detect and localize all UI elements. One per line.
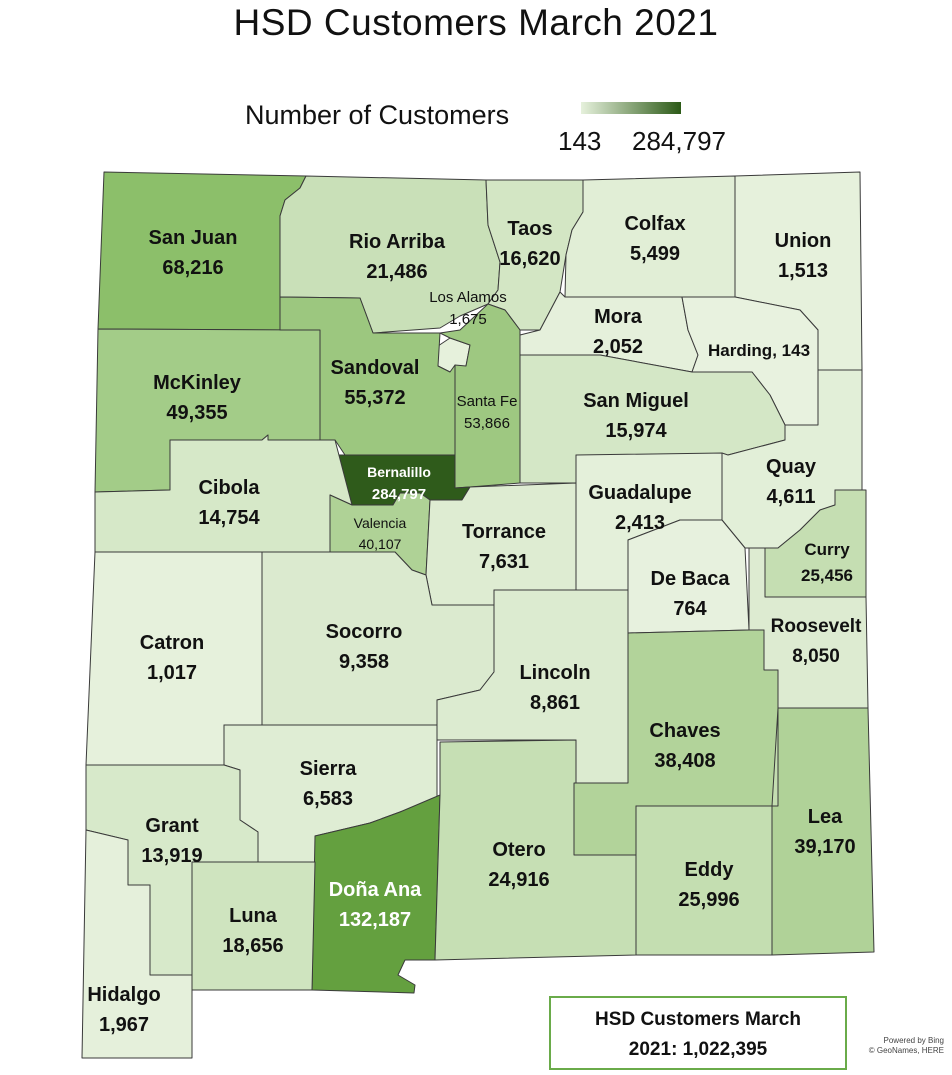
- label-sandoval-name: Sandoval: [331, 357, 420, 379]
- label-valencia-name: Valencia: [354, 515, 407, 531]
- label-mckinley-name: McKinley: [153, 372, 242, 394]
- label-grant-name: Grant: [145, 815, 199, 837]
- label-union-value: 1,513: [778, 260, 828, 282]
- county-san-juan[interactable]: [97, 171, 307, 331]
- label-hidalgo-value: 1,967: [99, 1014, 149, 1036]
- county-otero[interactable]: [434, 739, 637, 961]
- label-sierra-value: 6,583: [303, 788, 353, 810]
- county-luna[interactable]: [191, 861, 316, 991]
- label-eddy-value: 25,996: [678, 889, 739, 911]
- label-catron-value: 1,017: [147, 662, 197, 684]
- label-rio-arriba-value: 21,486: [366, 261, 427, 283]
- label-mckinley-value: 49,355: [166, 402, 227, 424]
- label-los-alamos-value: 1,675: [449, 311, 487, 328]
- label-san-miguel-name: San Miguel: [583, 390, 689, 412]
- label-quay-value: 4,611: [767, 486, 816, 508]
- label-socorro-value: 9,358: [339, 651, 389, 673]
- label-torrance-value: 7,631: [479, 551, 529, 573]
- label-otero-value: 24,916: [488, 869, 549, 891]
- label-harding-value: 143: [782, 341, 810, 360]
- label-socorro-name: Socorro: [326, 621, 403, 643]
- label-de-baca-name: De Baca: [651, 568, 731, 590]
- total-line-2: 2021: 1,022,395: [628, 1039, 768, 1060]
- county-shapes: [81, 171, 875, 1059]
- label-curry-name: Curry: [804, 540, 850, 559]
- county-dona-ana[interactable]: [311, 794, 441, 994]
- label-sierra-name: Sierra: [300, 758, 358, 780]
- label-rio-arriba-name: Rio Arriba: [349, 231, 446, 253]
- label-cibola-name: Cibola: [198, 477, 260, 499]
- credit-line-1: Powered by Bing: [883, 1036, 944, 1045]
- label-cibola-value: 14,754: [198, 507, 260, 529]
- label-san-miguel-value: 15,974: [605, 420, 667, 442]
- label-lincoln-value: 8,861: [530, 692, 580, 714]
- label-catron-name: Catron: [140, 632, 204, 654]
- county-labels: San Juan 68,216 Rio Arriba 21,486 Taos 1…: [87, 213, 862, 1036]
- county-colfax[interactable]: [564, 175, 736, 298]
- label-valencia-value: 40,107: [359, 536, 402, 552]
- label-lea-name: Lea: [808, 806, 843, 828]
- label-taos-value: 16,620: [499, 248, 560, 270]
- label-bernalillo-name: Bernalillo: [367, 464, 431, 480]
- label-lea-value: 39,170: [794, 836, 855, 858]
- label-dona-ana-name: Doña Ana: [329, 879, 422, 901]
- legend-color-ramp: [581, 102, 681, 114]
- label-bernalillo-value: 284,797: [372, 486, 426, 503]
- credit-line-2: © GeoNames, HERE: [868, 1046, 944, 1055]
- label-luna-value: 18,656: [222, 935, 283, 957]
- label-santa-fe-value: 53,866: [464, 415, 510, 432]
- label-grant-value: 13,919: [141, 845, 202, 867]
- label-luna-name: Luna: [229, 905, 278, 927]
- label-guadalupe-value: 2,413: [615, 512, 665, 534]
- label-eddy-name: Eddy: [685, 859, 735, 881]
- label-harding: Harding, 143: [708, 341, 810, 360]
- label-colfax-name: Colfax: [624, 213, 685, 235]
- county-lea[interactable]: [771, 707, 875, 956]
- label-union-name: Union: [775, 230, 832, 252]
- total-line-1: HSD Customers March: [595, 1009, 801, 1030]
- label-de-baca-value: 764: [673, 598, 707, 620]
- map-credit: Powered by Bing © GeoNames, HERE: [866, 1036, 944, 1056]
- label-mora-name: Mora: [594, 306, 643, 328]
- label-roosevelt-value: 8,050: [792, 646, 840, 667]
- label-quay-name: Quay: [766, 456, 817, 478]
- legend-label: Number of Customers: [245, 100, 510, 130]
- label-otero-name: Otero: [492, 839, 545, 861]
- label-dona-ana-value: 132,187: [339, 909, 411, 931]
- label-chaves-value: 38,408: [654, 750, 715, 772]
- total-customers-box: HSD Customers March 2021: 1,022,395: [549, 996, 847, 1070]
- county-curry[interactable]: [764, 489, 867, 598]
- map-title: HSD Customers March 2021: [233, 2, 719, 43]
- label-san-juan-value: 68,216: [162, 257, 223, 279]
- label-guadalupe-name: Guadalupe: [588, 482, 691, 504]
- county-torrance[interactable]: [425, 482, 577, 606]
- legend-min-label: 143: [558, 126, 602, 156]
- label-colfax-value: 5,499: [630, 243, 680, 265]
- label-chaves-name: Chaves: [649, 720, 720, 742]
- legend-max-label: 284,797: [632, 126, 726, 156]
- label-los-alamos-name: Los Alamos: [429, 289, 507, 306]
- label-lincoln-name: Lincoln: [519, 662, 590, 684]
- label-torrance-name: Torrance: [462, 521, 546, 543]
- label-harding-name: Harding: [708, 341, 772, 360]
- label-curry-value: 25,456: [801, 566, 853, 585]
- county-hidalgo[interactable]: [81, 829, 193, 1059]
- label-taos-name: Taos: [507, 218, 552, 240]
- label-hidalgo-name: Hidalgo: [87, 984, 160, 1006]
- label-sandoval-value: 55,372: [344, 387, 405, 409]
- label-roosevelt-name: Roosevelt: [771, 616, 862, 637]
- label-mora-value: 2,052: [593, 336, 643, 358]
- label-santa-fe-name: Santa Fe: [457, 393, 518, 410]
- label-san-juan-name: San Juan: [149, 227, 238, 249]
